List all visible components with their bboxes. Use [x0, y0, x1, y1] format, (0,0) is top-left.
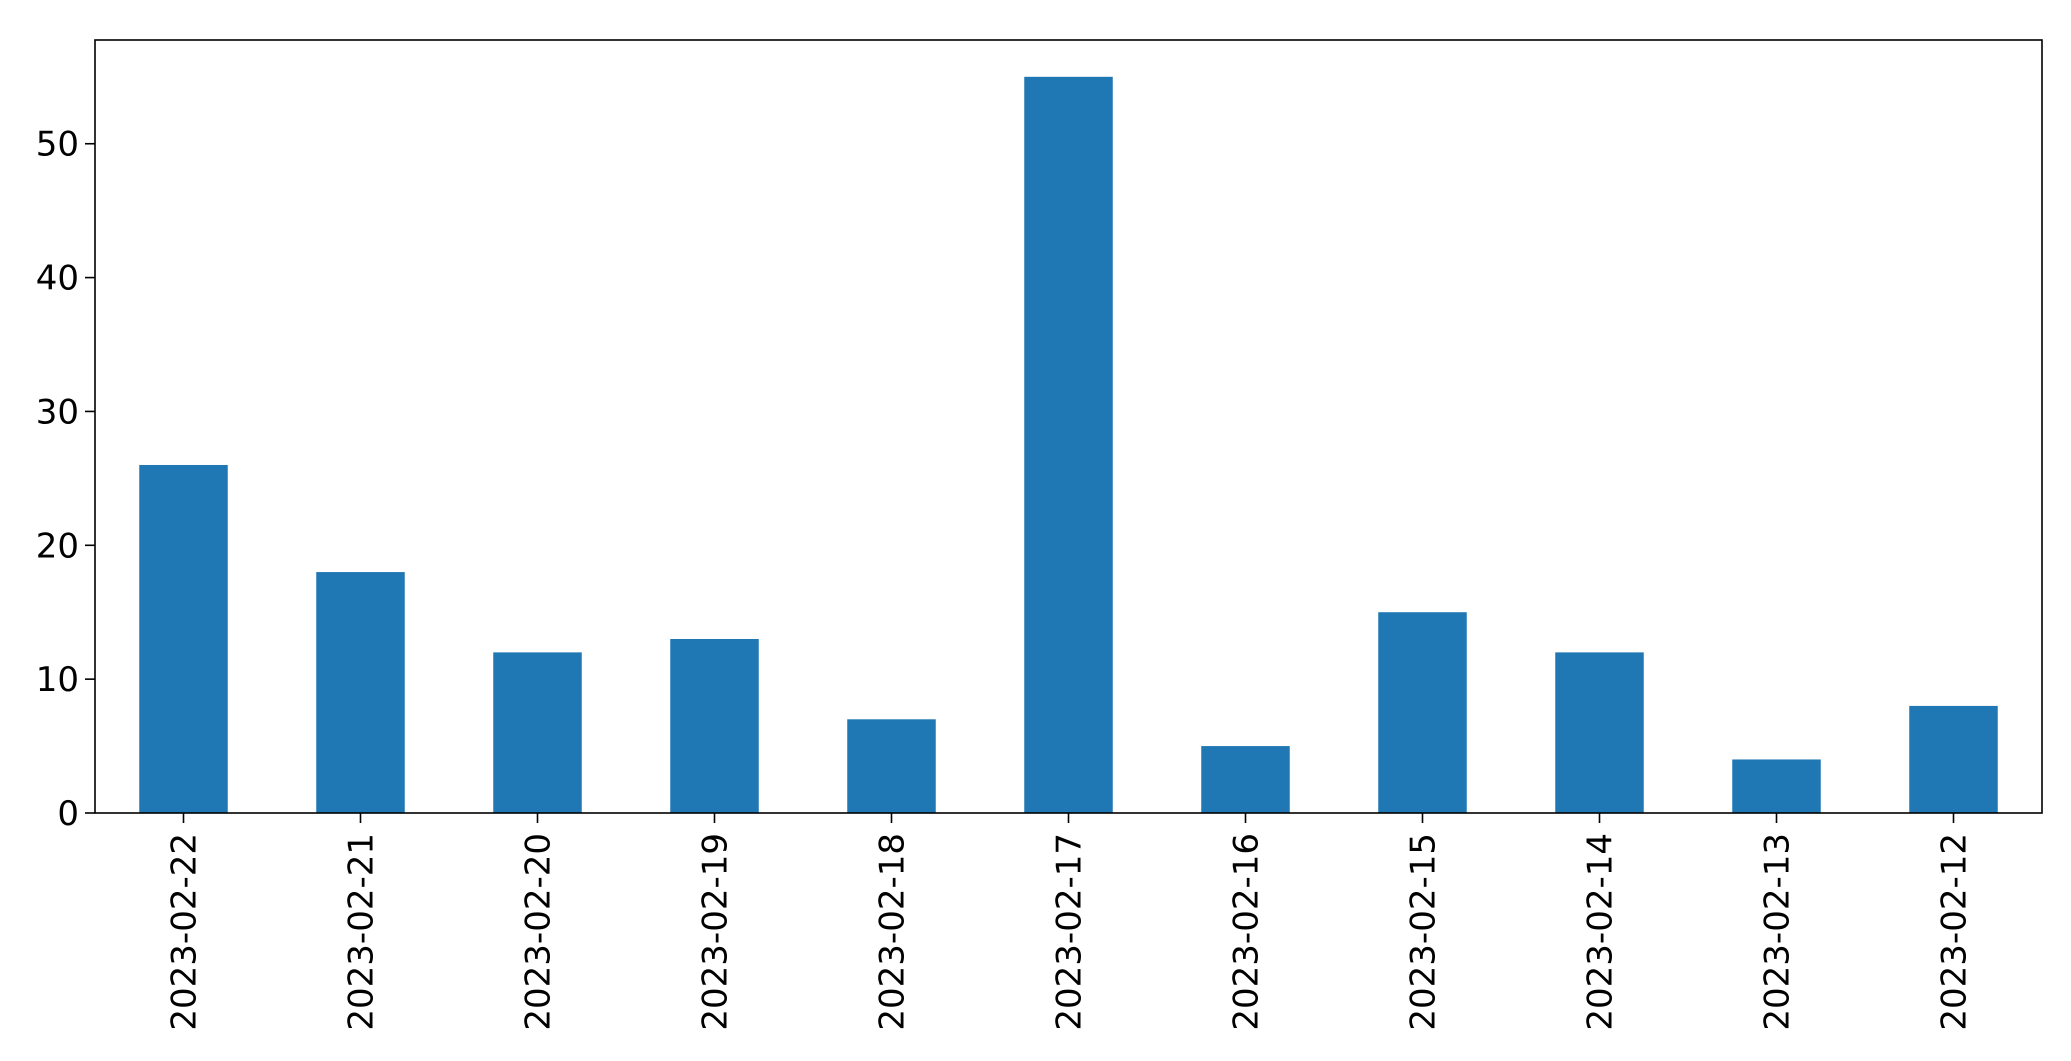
y-tick-label: 50: [36, 125, 79, 165]
x-tick-label: 2023-02-18: [873, 833, 913, 1031]
bar-2023-02-12: [1909, 705, 1998, 813]
y-tick-label: 40: [36, 259, 79, 299]
plot-frame: [94, 39, 2043, 814]
x-tick-label: 2023-02-16: [1227, 833, 1267, 1031]
x-tick-label: 2023-02-21: [342, 833, 382, 1031]
x-tick-label: 2023-02-13: [1758, 833, 1798, 1031]
bar-2023-02-22: [139, 464, 228, 813]
x-tick-label: 2023-02-12: [1935, 833, 1975, 1031]
y-tick-label: 10: [36, 660, 79, 700]
bars-group: [139, 76, 1998, 814]
bar-2023-02-18: [847, 719, 936, 813]
x-axis: 2023-02-22 2023-02-21 2023-02-20 2023-02-19…: [165, 813, 1975, 1031]
bar-2023-02-15: [1378, 612, 1467, 813]
bar-2023-02-13: [1732, 759, 1821, 813]
y-tick-label: 0: [57, 794, 79, 834]
bar-2023-02-17: [1024, 76, 1113, 814]
x-tick-label: 2023-02-20: [519, 833, 559, 1031]
bar-2023-02-16: [1201, 746, 1290, 813]
y-tick-label: 20: [36, 526, 79, 566]
x-tick-label: 2023-02-19: [696, 833, 736, 1031]
bar-2023-02-19: [670, 638, 759, 813]
x-tick-label: 2023-02-17: [1050, 833, 1090, 1031]
y-axis: 0 10 20 30 40 50: [36, 125, 95, 834]
bar-2023-02-14: [1555, 652, 1644, 813]
x-tick-label: 2023-02-15: [1404, 833, 1444, 1031]
x-tick-label: 2023-02-14: [1581, 833, 1621, 1031]
bar-2023-02-20: [493, 652, 582, 813]
x-tick-label: 2023-02-22: [165, 833, 205, 1031]
y-tick-label: 30: [36, 392, 79, 432]
bar-2023-02-21: [316, 572, 405, 813]
